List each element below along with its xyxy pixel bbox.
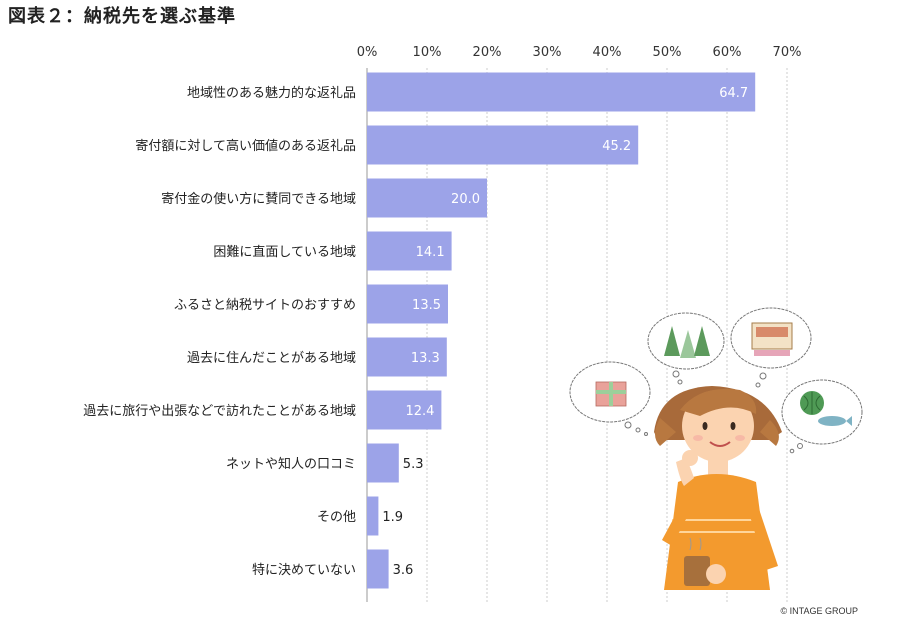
- fish-thought-bubble: [781, 379, 863, 454]
- category-label: ふるさと納税サイトのおすすめ: [174, 298, 356, 313]
- category-label: その他: [317, 510, 356, 525]
- bar: [367, 284, 448, 324]
- value-label: 12.4: [405, 404, 434, 419]
- x-tick-label: 20%: [473, 45, 502, 60]
- value-label: 64.7: [719, 86, 748, 101]
- bar: [367, 390, 442, 430]
- trees-thought-bubble: [647, 312, 725, 385]
- x-tick-label: 70%: [773, 45, 802, 60]
- value-label: 5.3: [403, 457, 424, 472]
- bar: [367, 125, 639, 165]
- value-label: 13.5: [412, 298, 441, 313]
- bar: [367, 72, 756, 112]
- bar: [367, 231, 452, 271]
- value-label: 3.6: [393, 563, 414, 578]
- category-label: 困難に直面している地域: [213, 245, 356, 260]
- category-label: 過去に住んだことがある地域: [187, 351, 356, 366]
- value-label: 1.9: [382, 510, 403, 525]
- x-tick-label: 10%: [413, 45, 442, 60]
- x-tick-label: 30%: [533, 45, 562, 60]
- x-tick-label: 60%: [713, 45, 742, 60]
- bar: [367, 337, 447, 377]
- category-label: 寄付金の使い方に賛同できる地域: [161, 191, 356, 207]
- bar: [367, 496, 379, 536]
- bento-thought-bubble: [730, 307, 812, 388]
- bar: [367, 549, 389, 589]
- chart-title: 図表２：納税先を選ぶ基準: [8, 6, 236, 27]
- category-label: ネットや知人の口コミ: [226, 456, 356, 472]
- value-label: 20.0: [451, 192, 480, 207]
- category-label: 寄付額に対して高い価値のある返礼品: [135, 138, 356, 154]
- bars: [367, 72, 756, 589]
- bar: [367, 178, 487, 218]
- x-tick-label: 0%: [357, 45, 378, 60]
- copyright-text: © INTAGE GROUP: [780, 606, 858, 616]
- x-tick-label: 50%: [653, 45, 682, 60]
- woman-illustration: [569, 307, 863, 590]
- category-label: 過去に旅行や出張などで訪れたことがある地域: [83, 403, 356, 419]
- value-label: 13.3: [411, 351, 440, 366]
- category-label: 地域性のある魅力的な返礼品: [187, 85, 356, 101]
- bar: [367, 443, 399, 483]
- value-label: 14.1: [416, 245, 445, 260]
- value-label: 45.2: [602, 139, 631, 154]
- woman-figure: [654, 386, 782, 590]
- labels: 0% 10% 20% 30% 40% 50% 60% 70% 地域性のある魅力的な返礼品 64.7…: [83, 45, 801, 578]
- gift-thought-bubble: [569, 361, 651, 436]
- category-label: 特に決めていない: [252, 563, 356, 578]
- x-tick-label: 40%: [593, 45, 622, 60]
